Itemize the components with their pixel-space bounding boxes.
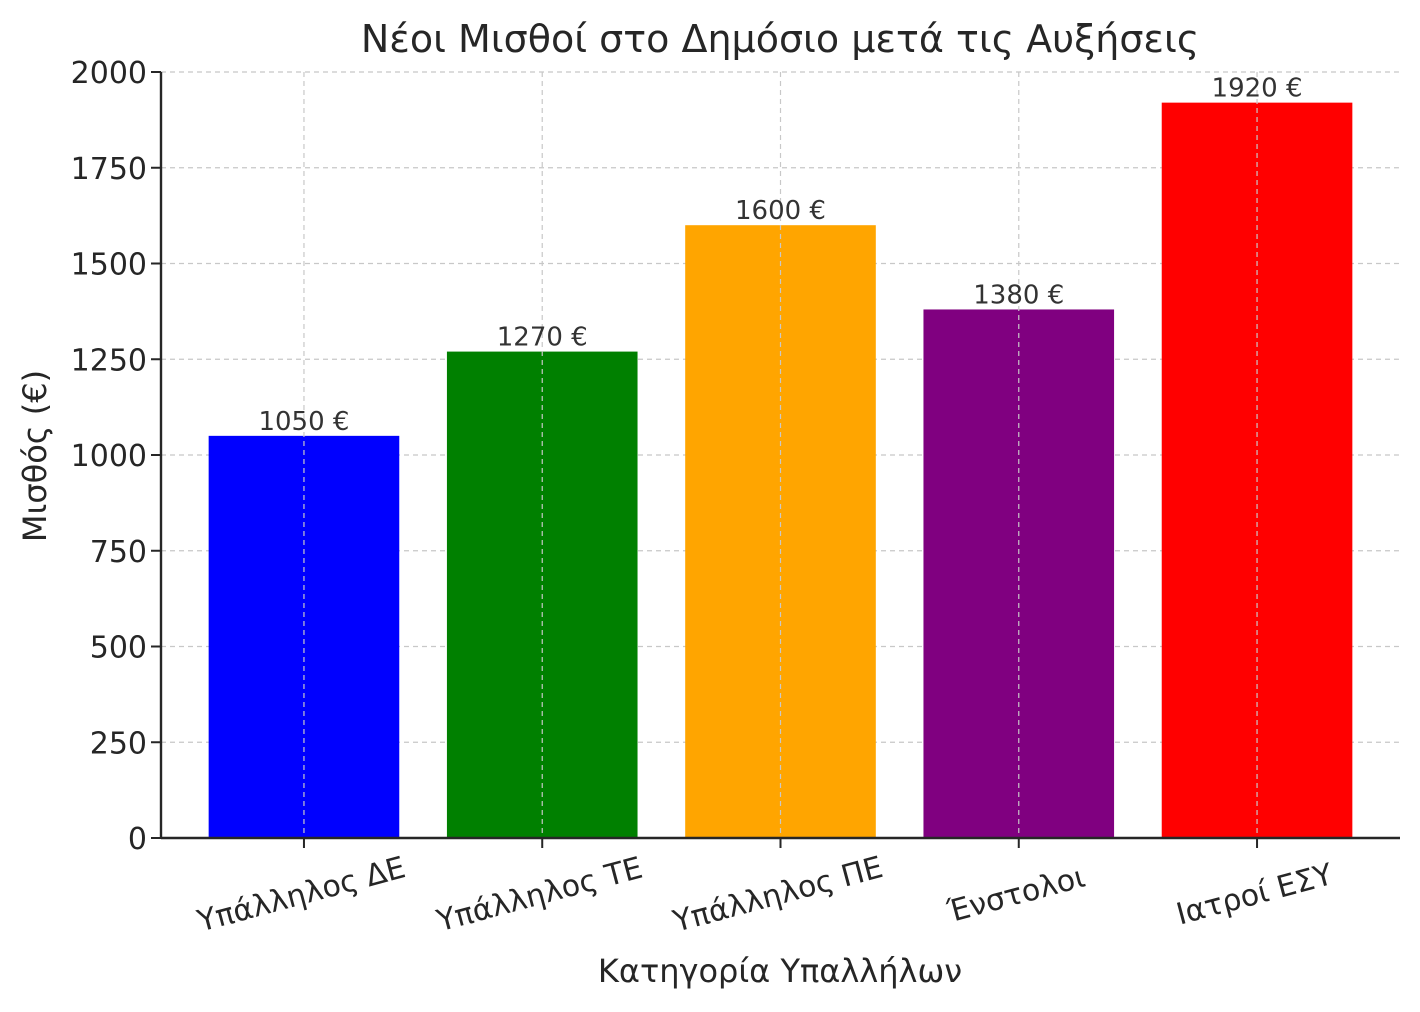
y-tick-label: 1250: [71, 343, 147, 378]
y-tick-label: 1000: [71, 439, 147, 474]
y-tick-label: 1750: [71, 152, 147, 187]
y-tick-label: 250: [90, 726, 147, 761]
x-tick-label: Υπάλληλος ΔΕ: [193, 850, 409, 939]
x-tick-label: Ένστολοι: [943, 860, 1089, 931]
bar-value-label: 1920 €: [1212, 74, 1303, 104]
x-tick-label: Υπάλληλος ΠΕ: [668, 850, 886, 940]
y-tick-label: 2000: [71, 56, 147, 91]
bar: [208, 435, 400, 838]
y-axis-label: Μισθός (€): [16, 370, 54, 542]
x-axis-label: Κατηγορία Υπαλλήλων: [598, 952, 962, 990]
bar-value-label: 1270 €: [497, 323, 588, 353]
bar-value-label: 1050 €: [258, 407, 349, 437]
y-tick-label: 750: [90, 535, 147, 570]
chart-title: Νέοι Μισθοί στο Δημόσιο μετά τις Αυξήσει…: [361, 17, 1199, 61]
x-tick-label: Ιατροί ΕΣΥ: [1173, 857, 1337, 932]
axes-layer: [151, 71, 1400, 848]
bar-value-label: 1600 €: [735, 196, 826, 226]
vertical-grid-layer: [303, 72, 1258, 838]
y-tick-label: 500: [90, 631, 147, 666]
y-tick-label: 0: [128, 822, 147, 857]
x-tick-label: Υπάλληλος ΤΕ: [432, 851, 646, 940]
bar-value-label: 1380 €: [973, 280, 1064, 310]
y-tick-label: 1500: [71, 248, 147, 283]
